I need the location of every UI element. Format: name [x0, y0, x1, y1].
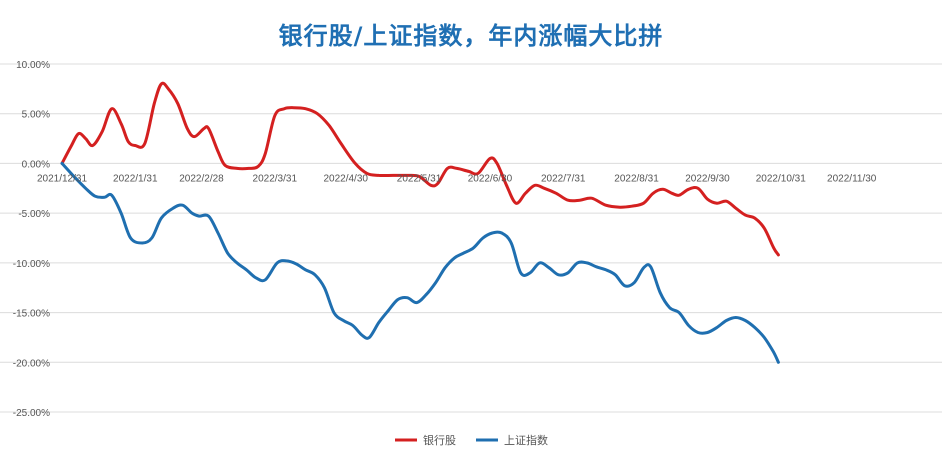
x-tick-label: 2022/2/28	[179, 173, 224, 184]
x-tick-label: 2022/10/31	[756, 173, 806, 184]
x-tick-label: 2022/7/31	[541, 173, 586, 184]
y-tick-label: -15.00%	[13, 309, 50, 320]
x-tick-label: 2022/9/30	[685, 173, 730, 184]
series-line-index	[60, 161, 780, 364]
y-tick-label: 5.00%	[22, 110, 50, 121]
x-tick-label: 2022/1/31	[113, 173, 158, 184]
x-tick-label: 2022/3/31	[253, 173, 298, 184]
chart-title: 银行股/上证指数，年内涨幅大比拼	[278, 22, 664, 50]
x-tick-label: 2022/6/30	[468, 173, 513, 184]
legend-label-index: 上证指数	[504, 433, 548, 447]
y-tick-label: -5.00%	[18, 209, 50, 220]
y-tick-label: -20.00%	[13, 358, 50, 369]
grid-lines	[0, 63, 942, 413]
x-tick-label: 2022/8/31	[614, 173, 659, 184]
y-tick-label: 10.00%	[16, 60, 50, 71]
x-tick-label: 2022/11/30	[827, 173, 877, 184]
legend: 银行股 上证指数	[395, 433, 548, 447]
series-line-bank	[60, 81, 780, 257]
y-tick-label: -10.00%	[13, 259, 50, 270]
y-axis: 10.00% 5.00% 0.00% -5.00% -10.00% -15.00% -20.…	[13, 60, 50, 419]
series-layer	[60, 81, 780, 364]
y-tick-label: -25.00%	[13, 408, 50, 419]
x-axis: 2021/12/31 2022/1/31 2022/2/28 2022/3/31 202…	[37, 173, 877, 184]
x-tick-label: 2022/4/30	[323, 173, 368, 184]
x-tick-label: 2021/12/31	[37, 173, 87, 184]
legend-label-bank: 银行股	[423, 433, 456, 447]
y-tick-label: 0.00%	[22, 159, 50, 170]
x-tick-label: 2022/5/31	[397, 173, 442, 184]
